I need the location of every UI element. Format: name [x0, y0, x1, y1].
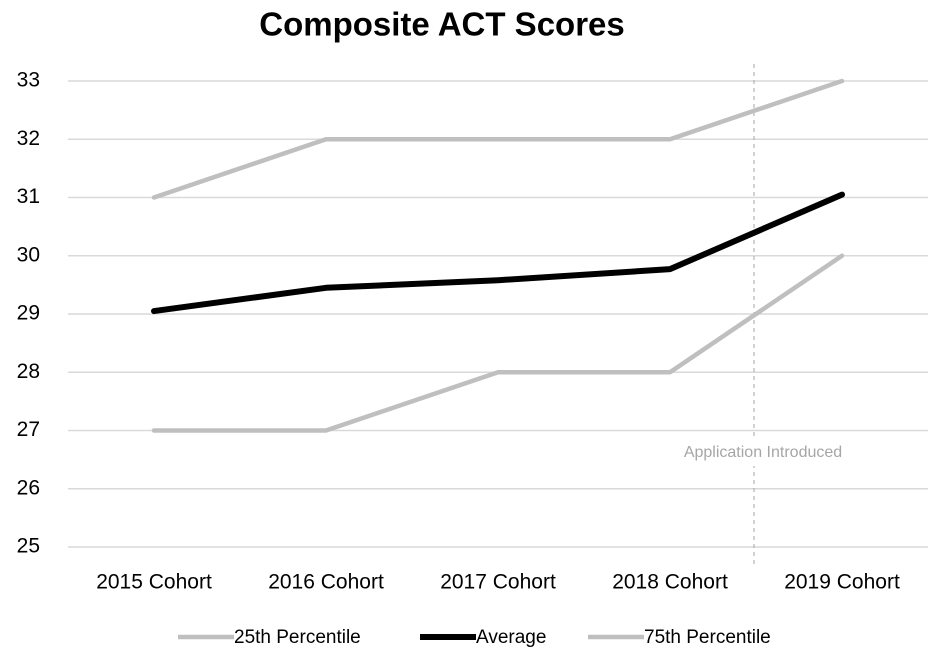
x-tick-label: 2018 Cohort — [612, 571, 728, 594]
y-tick-label: 31 — [17, 185, 40, 208]
chart-title: Composite ACT Scores — [259, 6, 625, 43]
y-tick-label: 32 — [17, 127, 40, 150]
annotation: Application Introduced — [684, 444, 842, 461]
legend-label: 75th Percentile — [644, 627, 771, 648]
annotation-bg — [660, 440, 865, 466]
y-tick-label: 28 — [17, 360, 40, 383]
legend-label: Average — [476, 627, 546, 648]
legend-label: 25th Percentile — [234, 627, 361, 648]
series-line — [151, 191, 845, 315]
series-line — [151, 253, 845, 433]
x-tick-label: 2017 Cohort — [440, 571, 556, 594]
y-tick-label: 25 — [17, 535, 40, 558]
series-line — [151, 78, 845, 200]
y-tick-label: 30 — [17, 243, 40, 266]
x-tick-label: 2015 Cohort — [96, 571, 212, 594]
y-tick-label: 26 — [17, 476, 40, 499]
x-tick-label: 2019 Cohort — [784, 571, 900, 594]
x-tick-label: 2016 Cohort — [268, 571, 384, 594]
y-tick-label: 29 — [17, 302, 40, 325]
y-tick-label: 33 — [17, 69, 40, 92]
y-tick-label: 27 — [17, 418, 40, 441]
